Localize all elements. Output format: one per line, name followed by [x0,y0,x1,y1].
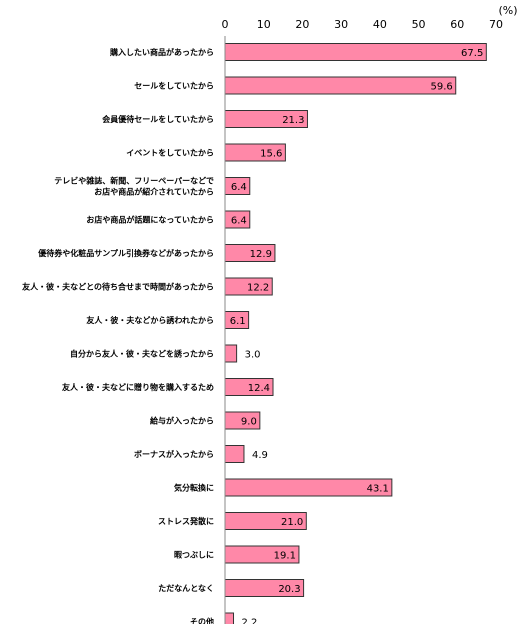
category-labels: 購入したい商品があったからセールをしていたから会員優待セールをしていたからイベン… [21,47,214,624]
bar [224,43,487,61]
category-label: ストレス発散に [158,516,214,526]
category-label: 優待券や化粧品サンプル引換券などがあったから [37,248,214,258]
category-label: お店や商品が話題になっていたから [86,215,214,225]
bar [224,76,457,95]
category-label: 暇つぶしに [174,551,214,560]
x-tick-label: 60 [450,18,464,31]
category-label: セールをしていたから [134,81,214,91]
bar [224,612,235,624]
category-label: 友人・彼・夫などに贈り物を購入するため [61,382,214,392]
x-tick-label: 70 [489,18,503,31]
x-tick-label: 30 [334,18,348,31]
category-label: 自分から友人・彼・夫などを誘ったから [70,349,214,359]
category-label: イベントをしていたから [126,148,214,158]
category-label: 購入したい商品があったから [109,47,214,57]
value-label: 21.0 [281,517,303,528]
x-tick-label: 20 [295,18,309,31]
category-label: お店や商品が紹介されていたから [94,187,214,197]
value-label: 9.0 [241,417,257,428]
value-label: 4.9 [252,450,268,461]
bar [224,344,238,363]
value-label: 12.9 [250,249,272,260]
value-label: 15.6 [260,149,282,160]
category-label: ただなんとなく [158,583,214,593]
category-label: ボーナスが入ったから [134,449,214,459]
bar [224,445,245,463]
unit-label: (%) [498,4,517,17]
category-label: 気分転換に [174,483,214,493]
category-label: 友人・彼・夫などとの待ち合せまで時間があったから [21,282,214,292]
value-label: 19.1 [274,551,296,562]
value-label: 2.2 [242,618,258,624]
value-label: 12.4 [248,383,270,394]
category-label: 給与が入ったから [150,416,214,426]
value-label: 12.2 [247,283,269,294]
x-axis-ticks: 0 10 20 30 40 50 60 70 [222,18,504,31]
x-tick-label: 40 [373,18,387,31]
category-label: 友人・彼・夫などから誘われたから [85,315,214,325]
value-labels: 67.5 59.6 21.3 15.6 6.4 6.4 12.9 12.2 6.1 3.0 12.4… [230,48,484,624]
value-label: 3.0 [245,350,261,361]
value-label: 21.3 [282,115,304,126]
x-tick-label: 10 [257,18,271,31]
category-label: 会員優待セールをしていたから [102,114,214,124]
bars-group [224,43,487,624]
category-label: テレビや雑誌、新聞、フリーペーパーなどで [54,176,214,186]
value-label: 43.1 [367,484,389,495]
value-label: 6.4 [231,182,247,193]
value-label: 20.3 [278,584,300,595]
x-tick-label: 0 [222,18,229,31]
value-label: 6.1 [230,316,246,327]
category-label: その他 [190,617,214,624]
value-label: 59.6 [430,82,452,93]
value-label: 67.5 [461,48,483,59]
value-label: 6.4 [231,216,247,227]
x-tick-label: 50 [412,18,426,31]
